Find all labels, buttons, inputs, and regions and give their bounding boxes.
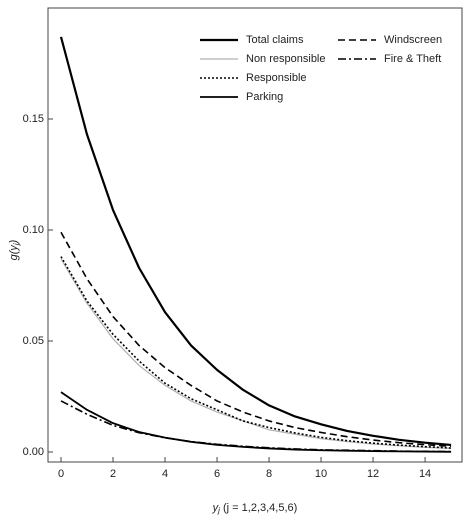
legend-label: Windscreen	[384, 34, 442, 46]
series-line	[59, 36, 452, 447]
y-label-sub: j	[12, 243, 21, 246]
y-label-base: g(y	[8, 244, 20, 261]
y-axis-label: g(yj)	[8, 239, 21, 260]
series-line	[60, 400, 452, 453]
x-tick-label: 10	[315, 468, 327, 480]
legend-label: Total claims	[246, 34, 304, 46]
y-label-rest: )	[8, 239, 20, 245]
x-tick-label: 14	[419, 468, 431, 480]
legend-label: Non responsible	[246, 53, 326, 65]
y-tick-label: 0.00	[23, 446, 44, 458]
x-label-sub: j	[217, 506, 220, 515]
plot-frame	[47, 7, 463, 463]
x-tick-label: 12	[367, 468, 379, 480]
series-line	[60, 231, 452, 448]
legend-label: Parking	[246, 91, 283, 103]
x-label-rest: (j = 1,2,3,4,5,6)	[220, 502, 297, 514]
series-line	[60, 258, 452, 450]
legend-label: Responsible	[246, 72, 307, 84]
x-axis-label: yj (j = 1,2,3,4,5,6)	[212, 502, 298, 515]
x-tick-label: 6	[214, 468, 220, 480]
y-tick-label: 0.15	[23, 113, 44, 125]
legend-label: Fire & Theft	[384, 53, 441, 65]
x-tick-label: 0	[58, 468, 64, 480]
series-line	[60, 391, 452, 453]
x-tick-label: 8	[266, 468, 272, 480]
y-tick-label: 0.05	[23, 335, 44, 347]
x-label-base: y	[212, 502, 220, 514]
x-tick-label: 4	[162, 468, 168, 480]
series-line	[60, 256, 452, 449]
x-tick-label: 2	[110, 468, 116, 480]
y-tick-label: 0.10	[23, 224, 44, 236]
